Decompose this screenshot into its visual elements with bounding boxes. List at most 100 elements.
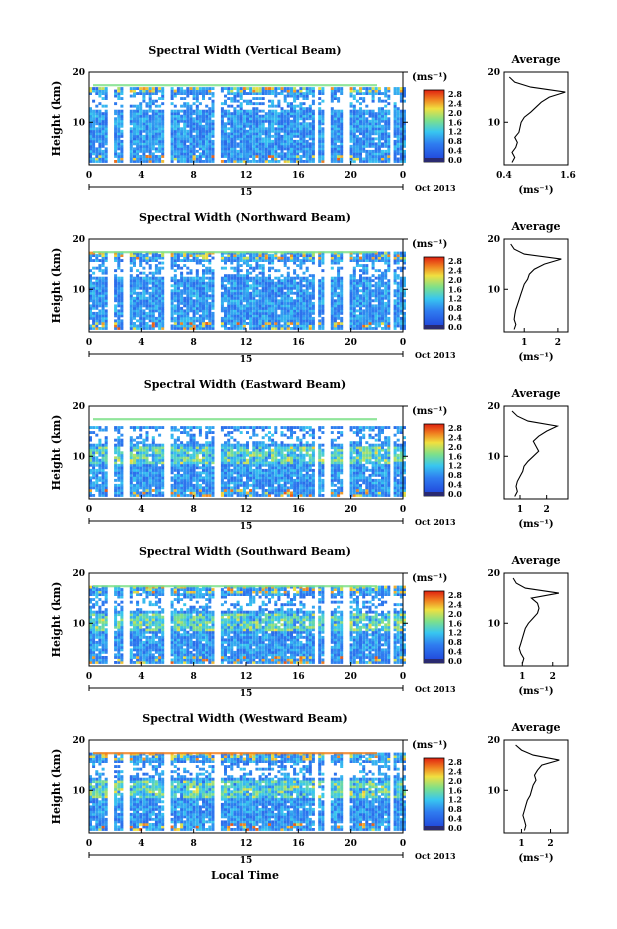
colorbar-tick-label: 0.8	[448, 804, 462, 814]
profile-x-tick-label: 0.4	[496, 171, 512, 181]
colorbar-tick-label: 2.4	[448, 98, 462, 108]
colorbar-bottom	[424, 659, 444, 663]
profile-line	[508, 76, 566, 163]
colorbar-tick-label: 0.0	[448, 155, 462, 165]
y-tick-label: 10	[72, 118, 85, 128]
colorbar-tick-label: 1.2	[448, 127, 462, 137]
x-tick-label: 12	[240, 839, 253, 849]
colorbar-tick-label: 2.4	[448, 766, 462, 776]
y-tick-label: 10	[72, 285, 85, 295]
profile-y-tick-label: 10	[487, 285, 500, 295]
colorbar-tick-label: 0.8	[448, 136, 462, 146]
y-tick-label: 20	[72, 68, 85, 78]
x-tick-label: 4	[138, 505, 144, 515]
profile-line	[511, 410, 560, 497]
x-tick-label: 20	[344, 505, 357, 515]
colorbar-tick-label: 2.4	[448, 599, 462, 609]
colorbar-tick-label: 2.8	[448, 757, 462, 767]
profile-x-tick-label: 2	[544, 505, 550, 515]
y-tick-label: 20	[72, 736, 85, 746]
colorbar-tick-label: 1.2	[448, 795, 462, 805]
profile-x-tick-label: 1	[518, 839, 524, 849]
x-tick-label: 0	[400, 672, 406, 682]
y-axis-label: Height (km)	[50, 415, 63, 491]
heatmap-cells	[89, 752, 406, 831]
y-tick-label: 10	[72, 452, 85, 462]
profile-x-tick-label: 2	[547, 839, 553, 849]
profile-x-tick-label: 1	[517, 505, 523, 515]
x-tick-label: 0	[86, 839, 92, 849]
x-tick-label: 4	[138, 338, 144, 348]
profile-y-tick-label: 20	[487, 736, 500, 746]
colorbar-tick-label: 2.0	[448, 609, 462, 619]
profile-title: Average	[510, 53, 560, 66]
colorbar-tick-label: 0.0	[448, 322, 462, 332]
colorbar	[423, 757, 445, 831]
x-tick-label: 4	[138, 839, 144, 849]
x-tick-label: 12	[240, 338, 253, 348]
colorbar-unit: (ms⁻¹)	[412, 406, 447, 417]
profile-x-tick-label: 1.6	[560, 171, 576, 181]
colorbar-unit: (ms⁻¹)	[412, 573, 447, 584]
panel-title: Spectral Width (Southward Beam)	[139, 545, 351, 558]
y-tick-label: 20	[72, 235, 85, 245]
tropopause-band	[93, 752, 377, 755]
colorbar-tick-label: 1.2	[448, 461, 462, 471]
panel-title: Spectral Width (Westward Beam)	[142, 712, 347, 725]
colorbar-tick-label: 0.4	[448, 814, 462, 824]
profile-x-label: (ms⁻¹)	[518, 686, 553, 697]
x-tick-label: 16	[292, 505, 305, 515]
profile-y-tick-label: 10	[487, 786, 500, 796]
profile-y-tick-label: 20	[487, 235, 500, 245]
colorbar-tick-label: 0.4	[448, 313, 462, 323]
colorbar-tick-label: 1.6	[448, 618, 462, 628]
profile-frame	[503, 405, 569, 500]
colorbar-tick-label: 0.4	[448, 480, 462, 490]
colorbar-tick-label: 1.6	[448, 117, 462, 127]
colorbar-tick-label: 2.0	[448, 275, 462, 285]
tropopause-band	[93, 585, 377, 588]
y-tick-label: 10	[72, 786, 85, 796]
colorbar-tick-label: 0.8	[448, 303, 462, 313]
date-label: Oct 2013	[415, 851, 456, 861]
profile-x-label: (ms⁻¹)	[518, 352, 553, 363]
profile-line	[510, 243, 562, 330]
y-axis-label: Height (km)	[50, 749, 63, 825]
profile-y-tick-label: 20	[487, 569, 500, 579]
colorbar-bottom	[424, 826, 444, 830]
x-tick-label: 0	[86, 338, 92, 348]
x-tick-label: 0	[400, 338, 406, 348]
x-tick-label: 0	[400, 171, 406, 181]
colorbar-unit: (ms⁻¹)	[412, 239, 447, 250]
day-label: 15	[240, 856, 253, 866]
heatmap-cells	[89, 251, 406, 330]
x-tick-label: 12	[240, 505, 253, 515]
colorbar-bottom	[424, 325, 444, 329]
colorbar-tick-label: 2.0	[448, 442, 462, 452]
x-tick-label: 4	[138, 672, 144, 682]
x-tick-label: 16	[292, 338, 305, 348]
colorbar-unit: (ms⁻¹)	[412, 72, 447, 83]
panel-title: Spectral Width (Vertical Beam)	[148, 44, 341, 57]
colorbar-tick-label: 1.6	[448, 785, 462, 795]
colorbar-tick-label: 2.8	[448, 423, 462, 433]
panel-5: Spectral Width (Westward Beam) Height (km…	[50, 712, 569, 866]
x-tick-label: 8	[191, 839, 197, 849]
colorbar-tick-label: 2.0	[448, 108, 462, 118]
day-label: 15	[240, 355, 253, 365]
x-tick-label: 20	[344, 338, 357, 348]
profile-line	[515, 744, 560, 831]
colorbar-tick-label: 2.0	[448, 776, 462, 786]
y-tick-label: 20	[72, 569, 85, 579]
colorbar-unit: (ms⁻¹)	[412, 740, 447, 751]
x-tick-label: 8	[191, 338, 197, 348]
day-label: 15	[240, 188, 253, 198]
colorbar-tick-label: 1.2	[448, 294, 462, 304]
y-tick-label: 10	[72, 619, 85, 629]
x-tick-label: 20	[344, 672, 357, 682]
colorbar-tick-label: 0.4	[448, 146, 462, 156]
profile-y-tick-label: 10	[487, 619, 500, 629]
x-tick-label: 8	[191, 505, 197, 515]
heatmap-cells	[89, 87, 406, 163]
